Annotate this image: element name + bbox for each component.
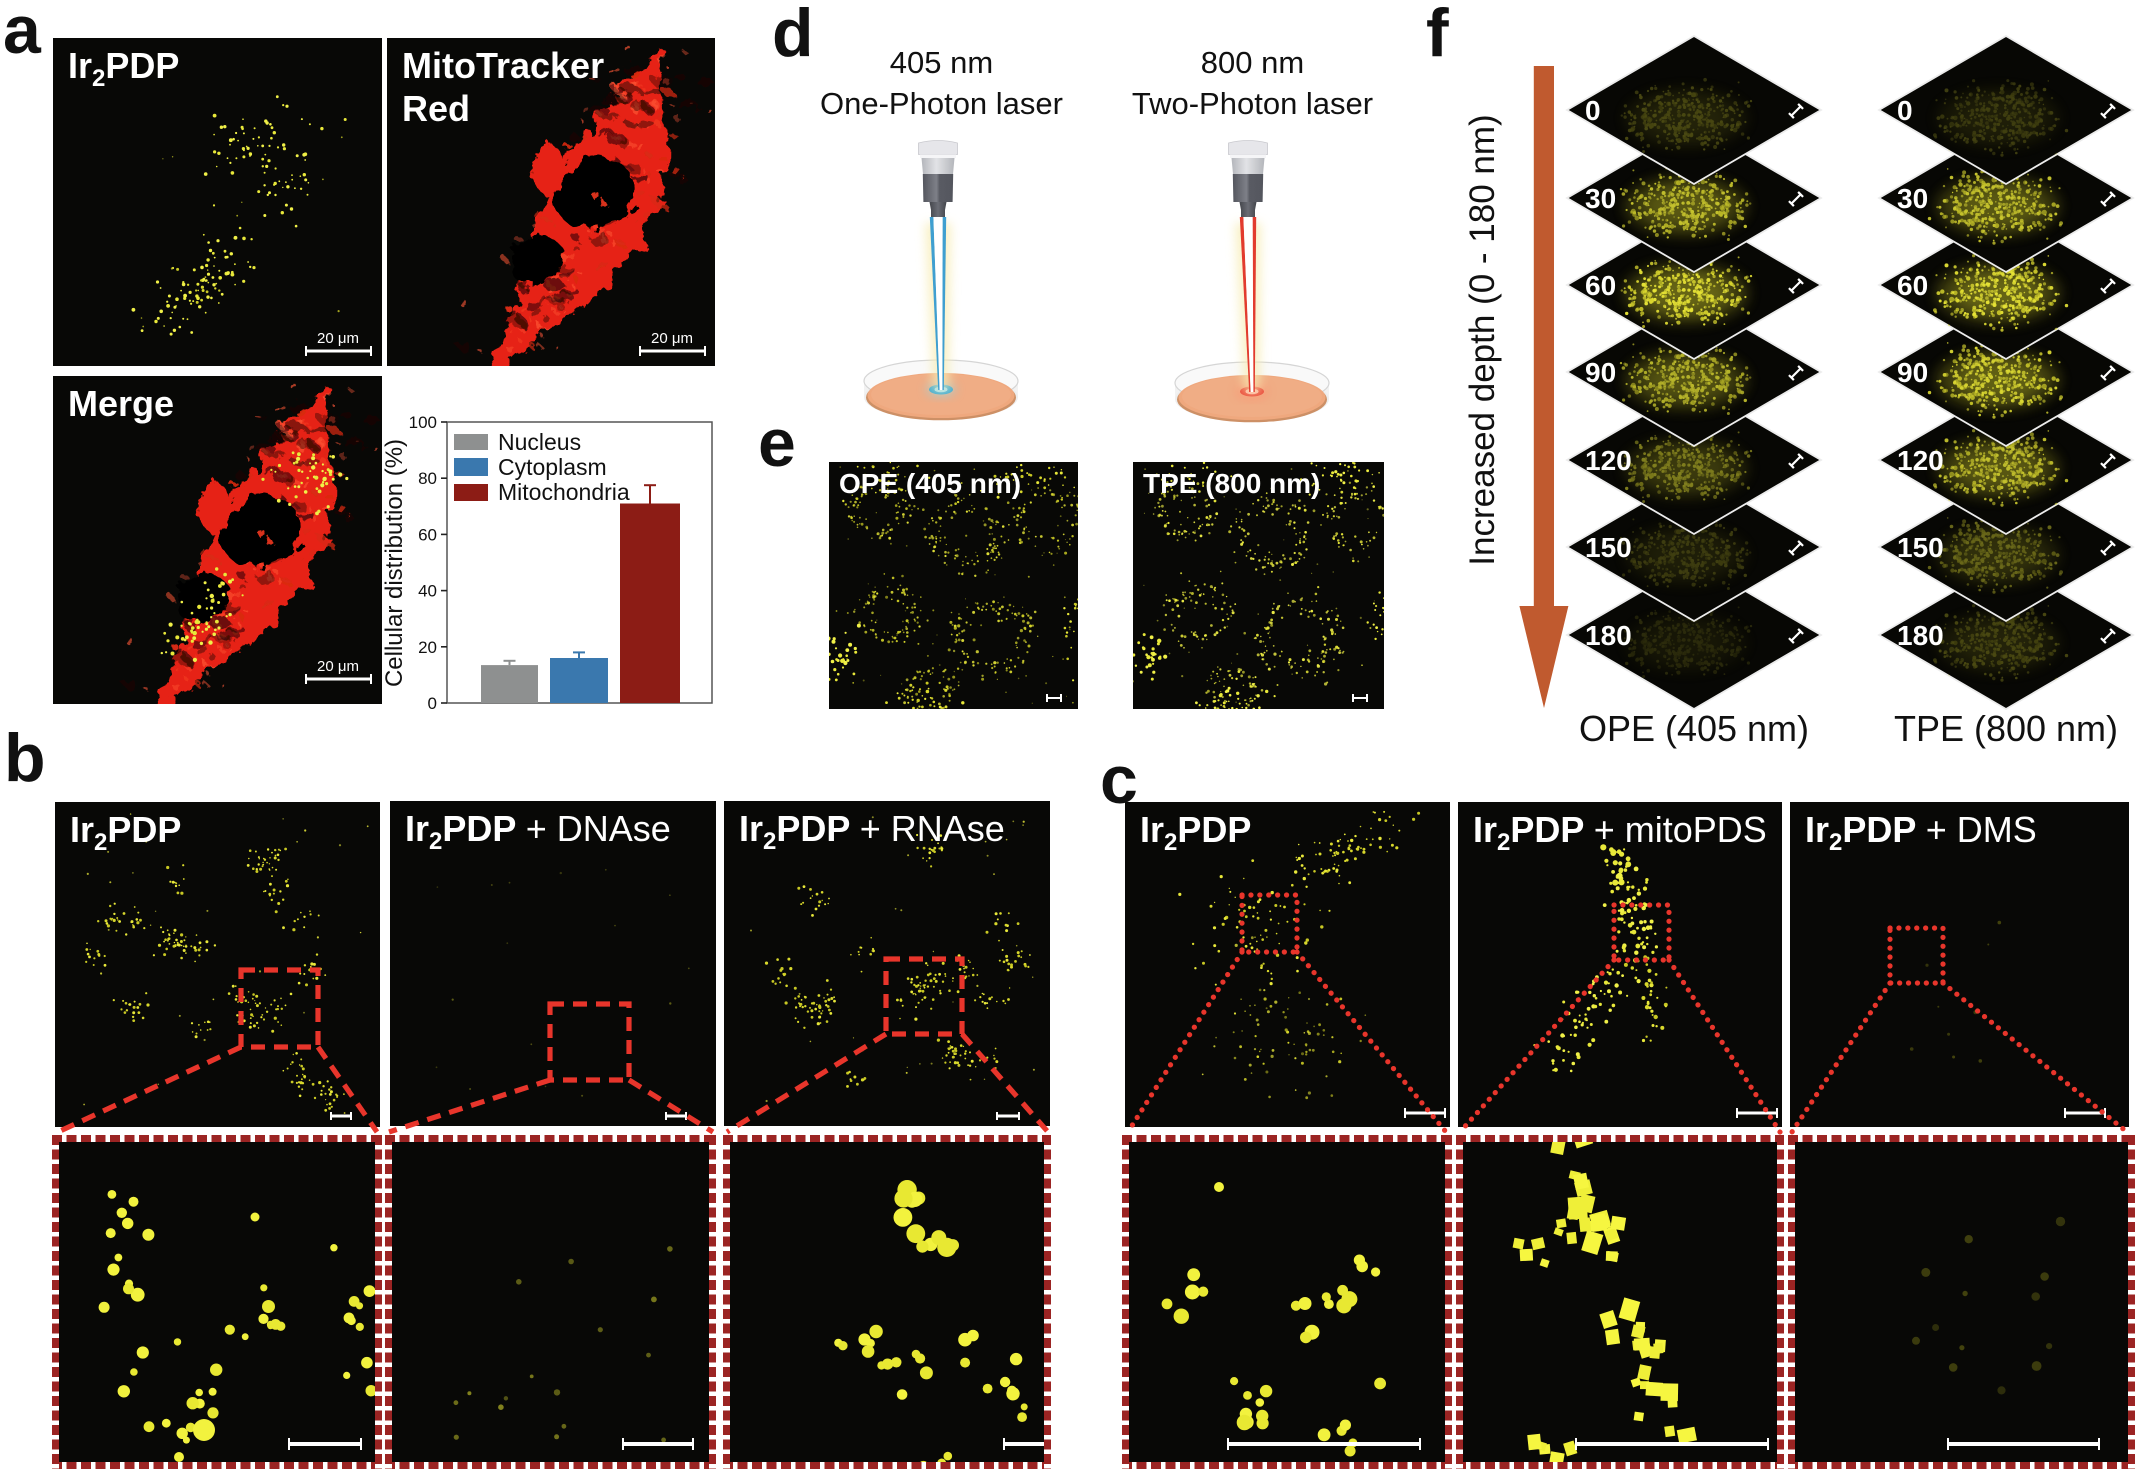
svg-text:30: 30: [1585, 183, 1616, 214]
svg-text:0: 0: [428, 694, 437, 713]
svg-text:90: 90: [1897, 357, 1928, 388]
svg-text:20 μm: 20 μm: [651, 330, 693, 347]
svg-text:150: 150: [1897, 532, 1944, 563]
svg-text:120: 120: [1897, 445, 1944, 476]
svg-text:0: 0: [1585, 95, 1601, 126]
svg-text:20 μm: 20 μm: [317, 658, 359, 675]
svg-text:TPE (800 nm): TPE (800 nm): [1894, 708, 2118, 749]
svg-text:180: 180: [1897, 620, 1944, 651]
svg-text:Cellular distribution (%): Cellular distribution (%): [381, 439, 408, 687]
svg-text:20 μm: 20 μm: [317, 330, 359, 347]
svg-text:Mitochondria: Mitochondria: [498, 479, 630, 505]
svg-text:20: 20: [418, 638, 437, 657]
svg-text:90: 90: [1585, 357, 1616, 388]
svg-text:OPE (405 nm): OPE (405 nm): [1579, 708, 1809, 749]
svg-text:60: 60: [418, 525, 437, 544]
svg-text:Nucleus: Nucleus: [498, 429, 581, 455]
svg-text:80: 80: [418, 469, 437, 488]
svg-text:60: 60: [1897, 270, 1928, 301]
svg-text:100: 100: [409, 413, 437, 432]
svg-text:Cytoplasm: Cytoplasm: [498, 454, 607, 480]
svg-text:150: 150: [1585, 532, 1632, 563]
svg-text:180: 180: [1585, 620, 1632, 651]
svg-text:40: 40: [418, 582, 437, 601]
svg-text:120: 120: [1585, 445, 1632, 476]
svg-text:0: 0: [1897, 95, 1913, 126]
svg-text:30: 30: [1897, 183, 1928, 214]
svg-text:60: 60: [1585, 270, 1616, 301]
svg-text:Increased depth (0 - 180 nm): Increased depth (0 - 180 nm): [1463, 114, 1502, 565]
